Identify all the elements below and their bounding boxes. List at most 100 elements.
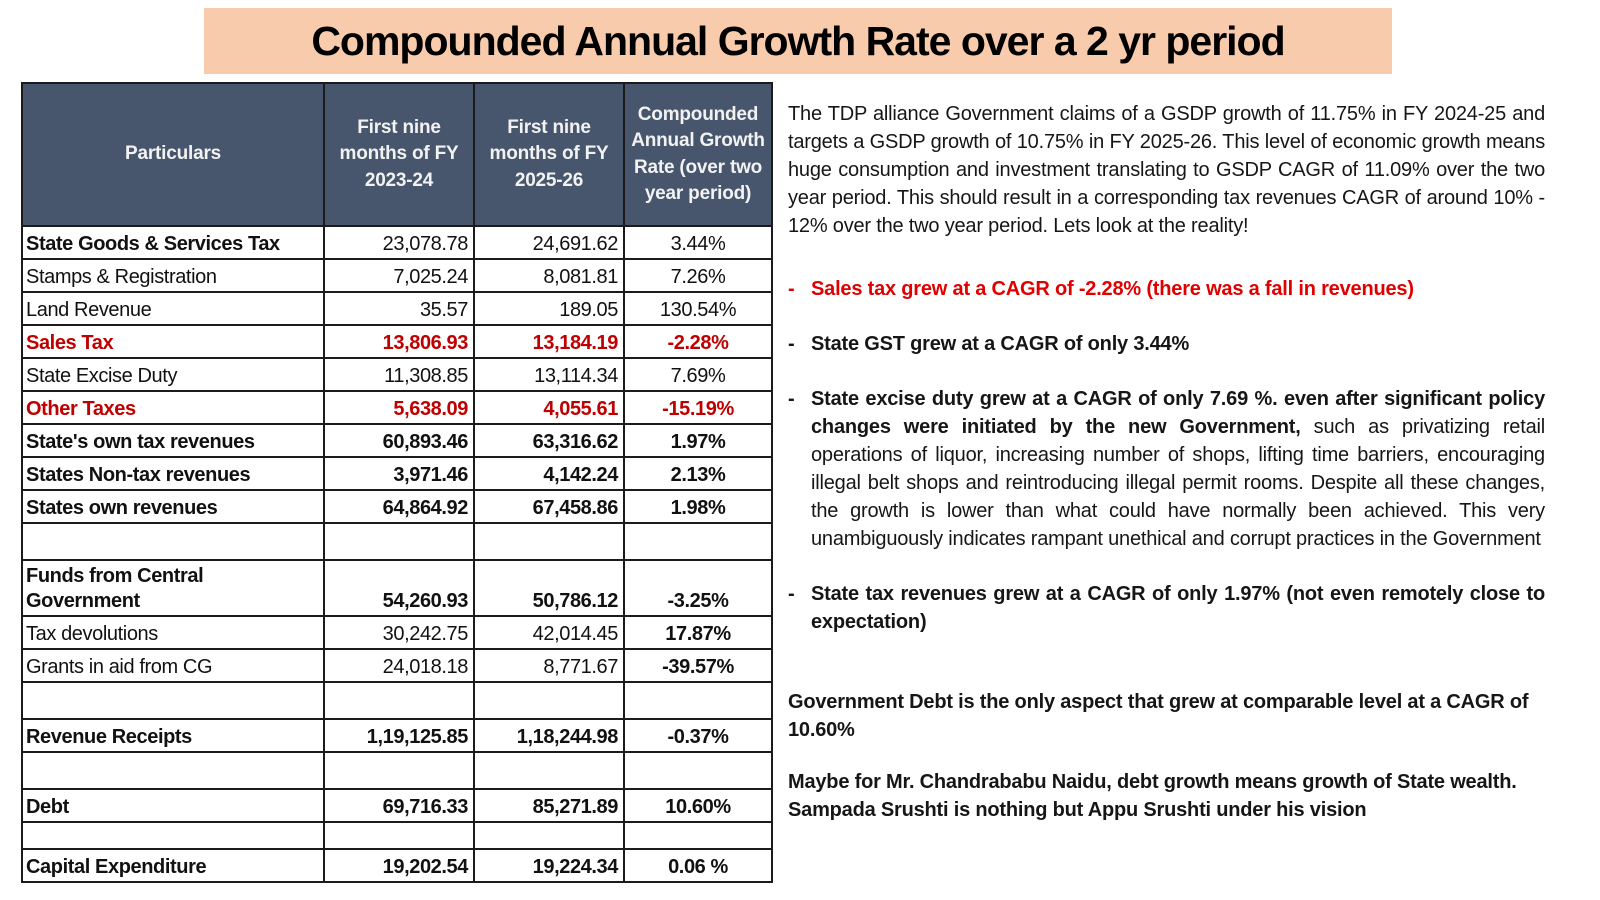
value-fy2023-24: 19,202.54	[323, 848, 475, 883]
row-label: States own revenues	[21, 489, 325, 524]
value-fy2025-26	[473, 821, 625, 850]
value-fy2025-26: 67,458.86	[473, 489, 625, 524]
header-cagr: Compounded Annual Growth Rate (over two …	[623, 82, 773, 227]
table-row: State Excise Duty 11,308.85 13,114.34 7.69%	[21, 357, 773, 392]
value-fy2023-24: 60,893.46	[323, 423, 475, 458]
value-cagr	[623, 821, 773, 850]
value-fy2025-26: 4,055.61	[473, 390, 625, 425]
value-fy2023-24: 69,716.33	[323, 788, 475, 823]
title-banner: Compounded Annual Growth Rate over a 2 y…	[204, 8, 1392, 74]
value-fy2023-24	[323, 681, 475, 720]
value-fy2025-26: 8,081.81	[473, 258, 625, 293]
bullet-text: State GST grew at a CAGR of only 3.44%	[811, 333, 1190, 355]
value-fy2025-26: 42,014.45	[473, 615, 625, 650]
header-fy-2025-26: First nine months of FY 2025-26	[473, 82, 625, 227]
table-row: States Non-tax revenues 3,971.46 4,142.24 2…	[21, 456, 773, 491]
bullet-dash-marker: -	[788, 583, 795, 605]
row-label: Stamps & Registration	[21, 258, 325, 293]
bullet-item: - State excise duty grew at a CAGR of onl…	[788, 385, 1545, 553]
table-row: Tax devolutions 30,242.75 42,014.45 17.87%	[21, 615, 773, 650]
table-row: Other Taxes 5,638.09 4,055.61 -15.19%	[21, 390, 773, 425]
value-fy2023-24: 54,260.93	[323, 559, 475, 617]
value-fy2023-24: 3,971.46	[323, 456, 475, 491]
value-fy2023-24: 35.57	[323, 291, 475, 326]
value-fy2025-26: 8,771.67	[473, 648, 625, 683]
bullet-dash-marker: -	[788, 333, 795, 355]
value-fy2025-26: 63,316.62	[473, 423, 625, 458]
header-fy-2023-24: First nine months of FY 2023-24	[323, 82, 475, 227]
bullet-item: - Sales tax grew at a CAGR of -2.28% (the…	[788, 275, 1545, 303]
value-cagr: 7.26%	[623, 258, 773, 293]
table-row: Revenue Receipts 1,19,125.85 1,18,244.98 -0…	[21, 718, 773, 753]
row-label: State Excise Duty	[21, 357, 325, 392]
value-cagr: -0.37%	[623, 718, 773, 753]
value-cagr	[623, 751, 773, 790]
value-cagr: -39.57%	[623, 648, 773, 683]
value-fy2025-26	[473, 681, 625, 720]
table-header: Particulars First nine months of FY 2023…	[21, 82, 773, 227]
value-cagr: 1.97%	[623, 423, 773, 458]
bullet-list: - Sales tax grew at a CAGR of -2.28% (the…	[788, 275, 1545, 636]
table-row: Debt 69,716.33 85,271.89 10.60%	[21, 788, 773, 823]
value-cagr: -3.25%	[623, 559, 773, 617]
table-row: Land Revenue 35.57 189.05 130.54%	[21, 291, 773, 326]
value-cagr: -2.28%	[623, 324, 773, 359]
value-fy2023-24: 30,242.75	[323, 615, 475, 650]
value-cagr: 0.06 %	[623, 848, 773, 883]
value-fy2023-24: 24,018.18	[323, 648, 475, 683]
table-empty-row	[21, 751, 773, 790]
value-fy2023-24	[323, 821, 475, 850]
row-label: Tax devolutions	[21, 615, 325, 650]
value-cagr: 10.60%	[623, 788, 773, 823]
value-fy2023-24: 1,19,125.85	[323, 718, 475, 753]
value-fy2025-26: 189.05	[473, 291, 625, 326]
row-label: Revenue Receipts	[21, 718, 325, 753]
row-label: State's own tax revenues	[21, 423, 325, 458]
bullet-dash-marker: -	[788, 388, 795, 410]
row-label: States Non-tax revenues	[21, 456, 325, 491]
value-cagr: 7.69%	[623, 357, 773, 392]
table-empty-row	[21, 681, 773, 720]
value-cagr	[623, 522, 773, 561]
bullet-item: - State GST grew at a CAGR of only 3.44%	[788, 330, 1545, 358]
value-fy2025-26: 24,691.62	[473, 225, 625, 260]
value-fy2025-26: 13,114.34	[473, 357, 625, 392]
value-fy2025-26: 19,224.34	[473, 848, 625, 883]
row-label: Capital Expenditure	[21, 848, 325, 883]
value-fy2023-24	[323, 522, 475, 561]
value-fy2023-24: 64,864.92	[323, 489, 475, 524]
value-cagr: 2.13%	[623, 456, 773, 491]
bullet-text: State tax revenues grew at a CAGR of onl…	[811, 583, 1545, 633]
value-cagr	[623, 681, 773, 720]
table-row: Funds from Central Government 54,260.93 50…	[21, 559, 773, 617]
table-row: State's own tax revenues 60,893.46 63,316.…	[21, 423, 773, 458]
table-body: State Goods & Services Tax 23,078.78 24,69…	[21, 225, 773, 883]
value-cagr: 1.98%	[623, 489, 773, 524]
row-label	[21, 522, 325, 561]
table-header-row: Particulars First nine months of FY 2023…	[21, 82, 773, 227]
value-fy2023-24: 7,025.24	[323, 258, 475, 293]
row-label	[21, 681, 325, 720]
closing-paragraph-debt: Government Debt is the only aspect that …	[788, 691, 1529, 741]
table-empty-row	[21, 821, 773, 850]
bullet-text: State excise duty grew at a CAGR of only…	[811, 388, 1545, 550]
row-label: Debt	[21, 788, 325, 823]
row-label	[21, 751, 325, 790]
value-cagr: 3.44%	[623, 225, 773, 260]
row-label: Other Taxes	[21, 390, 325, 425]
value-fy2025-26: 85,271.89	[473, 788, 625, 823]
row-label: Funds from Central Government	[21, 559, 325, 617]
intro-paragraph: The TDP alliance Government claims of a …	[788, 103, 1545, 237]
value-cagr: 130.54%	[623, 291, 773, 326]
cagr-table: Particulars First nine months of FY 2023…	[21, 82, 773, 883]
table-row: States own revenues 64,864.92 67,458.86 1.9…	[21, 489, 773, 524]
value-fy2023-24: 13,806.93	[323, 324, 475, 359]
value-fy2023-24: 11,308.85	[323, 357, 475, 392]
value-fy2023-24: 23,078.78	[323, 225, 475, 260]
row-label: Sales Tax	[21, 324, 325, 359]
bullet-item: - State tax revenues grew at a CAGR of on…	[788, 580, 1545, 636]
page-title: Compounded Annual Growth Rate over a 2 y…	[311, 17, 1285, 64]
value-fy2023-24	[323, 751, 475, 790]
row-label: Land Revenue	[21, 291, 325, 326]
